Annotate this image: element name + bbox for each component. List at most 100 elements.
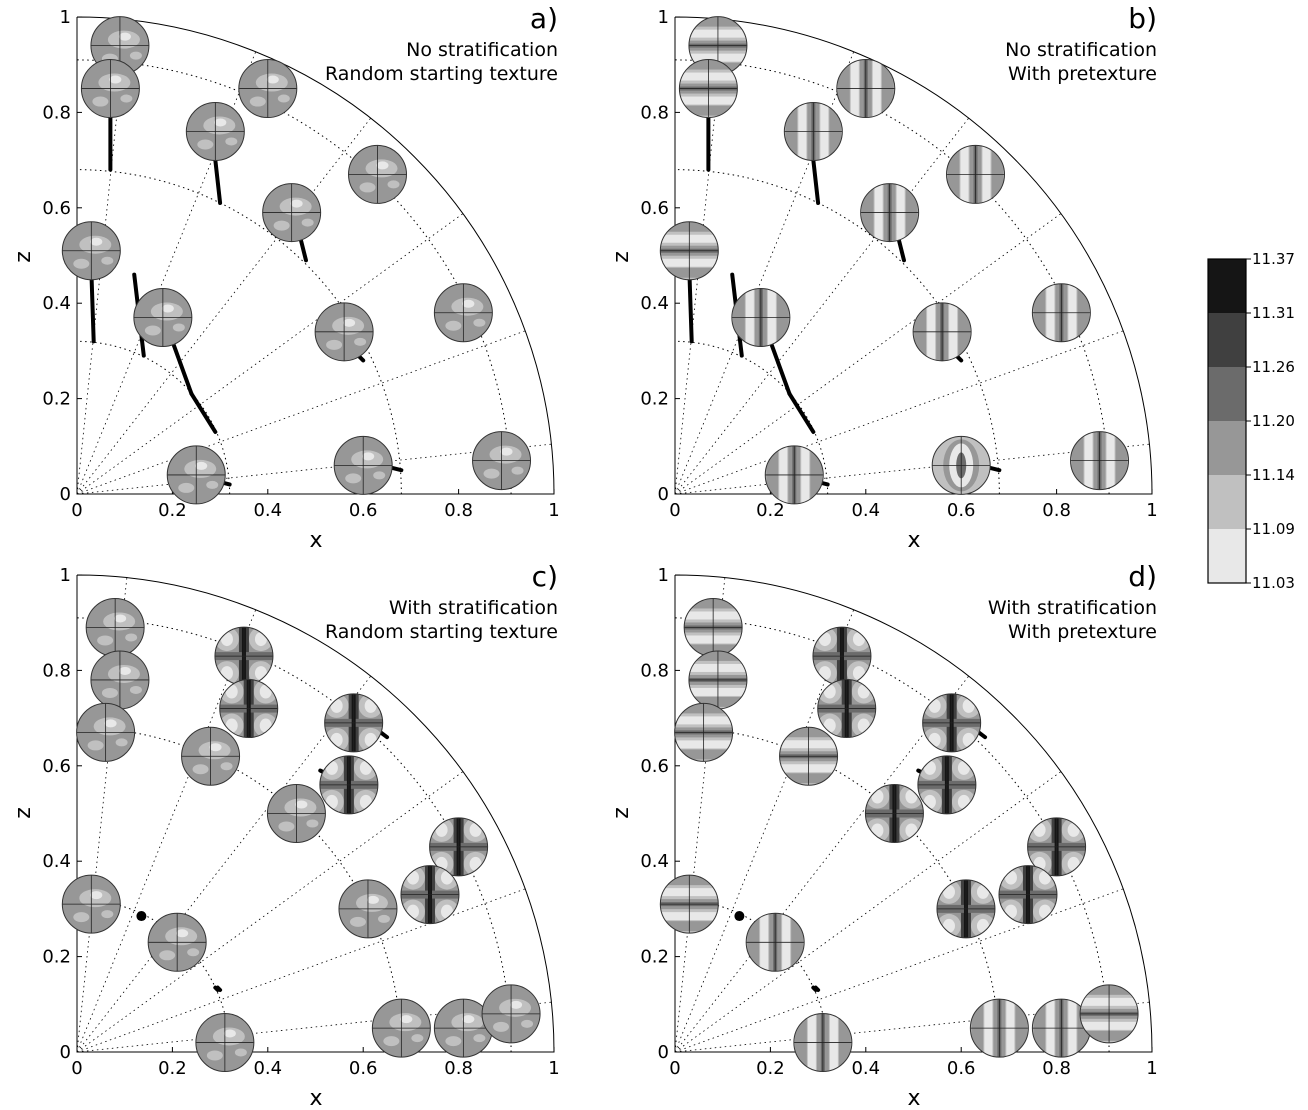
panel-b-ytick-label: 0.6: [640, 198, 669, 219]
panel-c-ytick-label: 0.4: [42, 851, 71, 872]
panel-a-xtick-label: 0.8: [444, 500, 473, 521]
panel-c-pole-figure: [319, 755, 379, 815]
panel-d-pole-figure: [812, 626, 872, 686]
panel-c-ytick-label: 1: [60, 565, 71, 586]
panel-c-pole-figure: [400, 865, 460, 925]
panel-c-trajectory-dot: [136, 911, 147, 922]
panel-b: 0 0.2 0.4 0.6 0.8 1 0 0.2 0.4 0.6 0.8 1 b) No strat…: [609, 2, 1158, 553]
panel-d-pole-figure: [817, 679, 877, 739]
panel-c-note-1: With stratification: [389, 597, 558, 619]
panel-c-pole-figure: [76, 702, 136, 762]
panel-b-ray-2: [674, 213, 1062, 495]
panel-a-pole-figure: [472, 431, 532, 491]
panel-d-ytick-label: 0: [658, 1042, 669, 1063]
panel-d-xtick-label: 1: [1146, 1058, 1157, 1079]
panel-d-pole-figure: [683, 597, 743, 657]
panel-c-ytick-label: 0.8: [42, 660, 71, 681]
panel-a-trajectory: [389, 465, 404, 473]
panel-c-pole-figure: [433, 998, 493, 1058]
panel-a-pole-figure: [166, 445, 226, 505]
panel-d-ytick-label: 0.8: [640, 660, 669, 681]
panel-d-xtick-label: 0.4: [851, 1058, 880, 1079]
panel-a-arc-0: [76, 340, 231, 495]
colorbar-swatch: [1208, 259, 1246, 313]
panel-b-pole-figure: [764, 445, 824, 505]
panel-c-pole-figure: [85, 597, 145, 657]
panel-b-arc-2: [674, 59, 1110, 495]
panel-d-pole-figure: [745, 912, 805, 972]
panel-b-pole-figure: [783, 101, 843, 161]
panel-a-pole-figure: [133, 288, 193, 348]
panel-b-pole-figure: [912, 302, 972, 362]
panel-d-pole-figure: [936, 879, 996, 939]
panel-a-ray-2: [76, 213, 464, 495]
panel-d-frame: [674, 574, 1153, 1053]
panel-c: 0 0.2 0.4 0.6 0.8 1 0 0.2 0.4 0.6 0.8 1 c) With str…: [11, 560, 560, 1110]
panel-d-ytick-label: 0.4: [640, 851, 669, 872]
panel-b-trajectory: [768, 339, 792, 396]
panel-b-pole-figure: [946, 144, 1006, 204]
panel-d-xtick-label: 0.2: [756, 1058, 785, 1079]
panel-d-pole-figure: [922, 693, 982, 753]
panel-a-trajectory: [189, 391, 218, 434]
panel-b-trajectory: [897, 239, 906, 263]
panel-a-pole-figure: [238, 59, 298, 119]
panel-c-plot: 0 0.2 0.4 0.6 0.8 1 0 0.2 0.4 0.6 0.8 1: [42, 565, 559, 1079]
colorbar-tick-label: 11.26: [1252, 358, 1295, 376]
panel-a-ytick-label: 0: [60, 484, 71, 505]
colorbar-tick-label: 11.09: [1252, 520, 1295, 538]
panel-c-pole-figure: [181, 726, 241, 786]
panel-a-trajectory: [170, 339, 194, 396]
panel-b-pole-figure: [678, 59, 738, 119]
colorbar-swatch: [1208, 421, 1246, 475]
panel-b-trajectory: [787, 391, 816, 434]
panel-d-trajectory: [813, 985, 821, 992]
panel-a-pole-figure: [348, 144, 408, 204]
panel-a-note-2: Random starting texture: [325, 63, 558, 85]
panel-a-frame: [76, 16, 555, 495]
panel-d-pole-figure: [674, 702, 734, 762]
panel-a-ytick-label: 0.4: [42, 293, 71, 314]
panel-a-arc-1: [76, 169, 402, 495]
panel-b-plot: 0 0.2 0.4 0.6 0.8 1 0 0.2 0.4 0.6 0.8 1: [640, 7, 1157, 521]
panel-a-note-1: No stratification: [406, 39, 558, 61]
panel-d-pole-figure: [917, 755, 977, 815]
panel-b-xtick-label: 0: [669, 500, 680, 521]
panel-d-plot: 0 0.2 0.4 0.6 0.8 1 0 0.2 0.4 0.6 0.8 1: [640, 565, 1157, 1079]
panel-c-pole-figure: [147, 912, 207, 972]
panel-d-ytick-label: 0.6: [640, 756, 669, 777]
panel-a-xlabel: x: [309, 528, 322, 553]
panel-c-pole-figure: [214, 626, 274, 686]
panel-b-xtick-label: 0.8: [1042, 500, 1071, 521]
panel-d-pole-figure: [688, 650, 748, 710]
panel-c-xtick-label: 0.4: [253, 1058, 282, 1079]
panel-d-note-2: With pretexture: [1008, 621, 1157, 643]
panel-a-pole-figure: [262, 183, 322, 243]
panel-b-ytick-label: 0: [658, 484, 669, 505]
panel-a-ytick-label: 0.2: [42, 389, 71, 410]
colorbar-tick-label: 11.14: [1252, 466, 1295, 484]
panel-c-xlabel: x: [309, 1086, 322, 1110]
panel-b-arc-0: [674, 340, 829, 495]
panel-c-ytick-label: 0: [60, 1042, 71, 1063]
panel-b-ray-3: [674, 117, 969, 495]
panel-a-trajectory: [213, 158, 223, 206]
panel-c-xtick-label: 0.6: [349, 1058, 378, 1079]
panel-a-pole-figure: [61, 221, 121, 281]
panel-c-arc-1: [76, 727, 402, 1053]
panel-c-pole-figure: [338, 879, 398, 939]
panel-a-xtick-label: 1: [548, 500, 559, 521]
panel-c-pole-figure: [195, 1012, 255, 1072]
panel-d-pole-figure: [998, 865, 1058, 925]
panel-b-note-2: With pretexture: [1008, 63, 1157, 85]
panel-a-pole-figure: [333, 435, 393, 495]
panel-c-xtick-label: 0.8: [444, 1058, 473, 1079]
panel-a-ylabel: z: [11, 251, 36, 263]
panel-c-pole-figure: [371, 998, 431, 1058]
panel-a-label: a): [530, 2, 558, 35]
colorbar-tick-label: 11.20: [1252, 412, 1295, 430]
panel-a-pole-figure: [80, 59, 140, 119]
panel-b-ytick-label: 0.2: [640, 389, 669, 410]
panel-b-xtick-label: 0.2: [756, 500, 785, 521]
